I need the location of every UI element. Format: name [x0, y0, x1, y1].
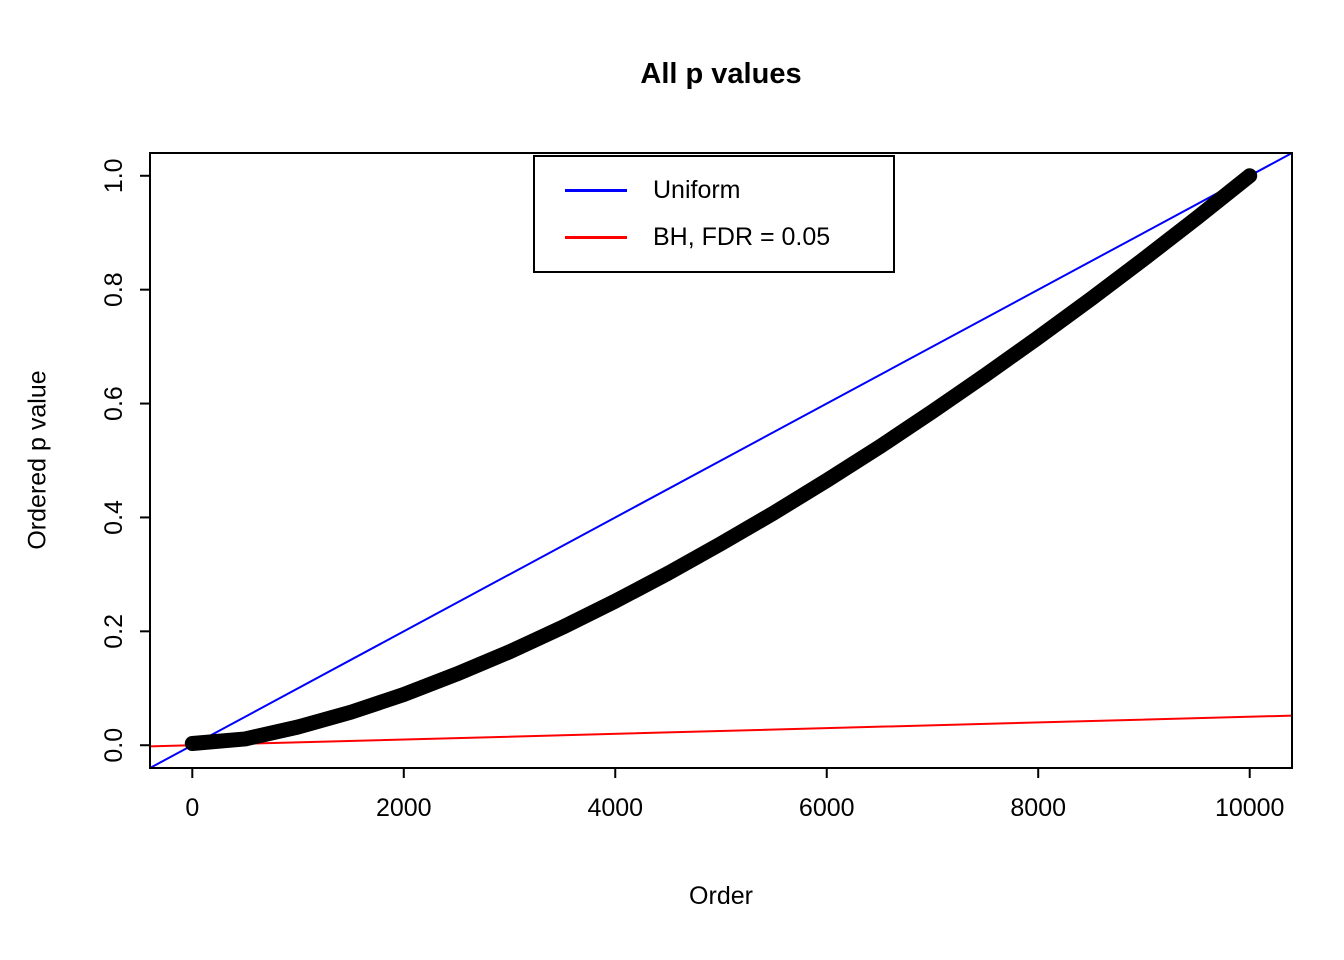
- x-tick-label: 6000: [799, 794, 855, 822]
- uniform-line: [149, 152, 1293, 769]
- plot-box: [149, 152, 1293, 769]
- y-tick-label: 0.2: [100, 614, 128, 649]
- bh-line: [149, 714, 1293, 748]
- y-tick-label: 0.0: [100, 728, 128, 763]
- pvalue-curve: [184, 168, 1258, 752]
- x-tick-label: 10000: [1215, 794, 1285, 822]
- legend-item-bh: BH, FDR = 0.05: [565, 223, 893, 252]
- x-axis-label: Order: [689, 882, 753, 910]
- legend-item-uniform: Uniform: [565, 176, 893, 205]
- uniform-line-swatch: [565, 188, 627, 192]
- legend-label-bh: BH, FDR = 0.05: [653, 223, 831, 252]
- y-tick-label: 1.0: [100, 158, 128, 193]
- bh-line-swatch: [565, 236, 627, 240]
- y-axis-label: Ordered p value: [23, 370, 52, 550]
- legend: Uniform BH, FDR = 0.05: [533, 155, 895, 273]
- x-tick-label: 8000: [1010, 794, 1066, 822]
- y-tick-label: 0.8: [100, 272, 128, 307]
- legend-label-uniform: Uniform: [653, 175, 741, 204]
- x-tick-label: 0: [185, 794, 199, 822]
- y-tick-label: 0.4: [100, 500, 128, 535]
- x-tick-label: 4000: [587, 794, 643, 822]
- x-tick-label: 2000: [376, 794, 432, 822]
- chart-title: All p values: [640, 58, 802, 90]
- y-tick-label: 0.6: [100, 386, 128, 421]
